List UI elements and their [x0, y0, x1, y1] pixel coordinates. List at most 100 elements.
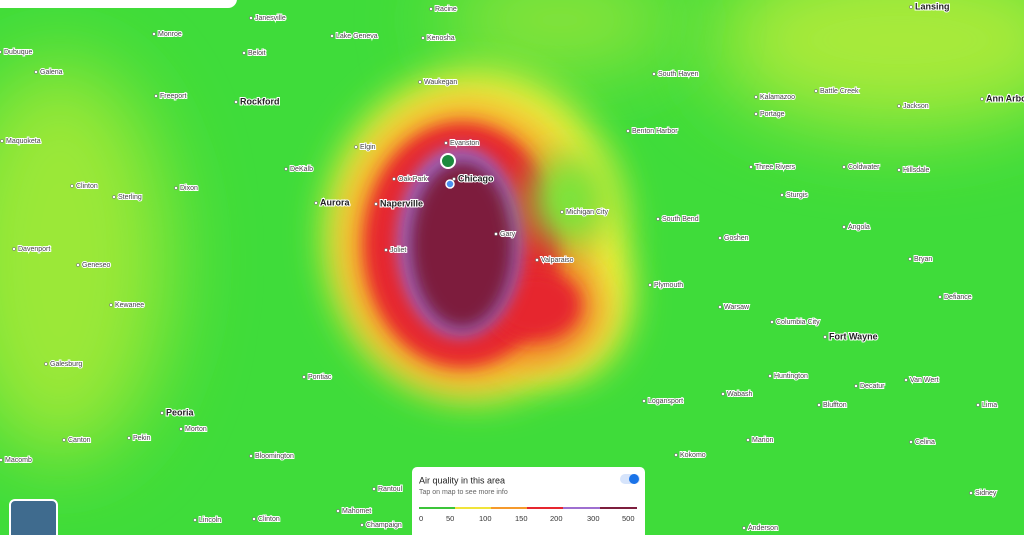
place-label: Hillsdale — [903, 167, 930, 174]
place-dot — [0, 458, 3, 462]
place-dot — [384, 248, 388, 252]
place-dot — [780, 193, 784, 197]
place-dot — [70, 184, 74, 188]
place-dot — [560, 210, 564, 214]
place-dot — [284, 167, 288, 171]
scale-segment — [600, 507, 637, 509]
place-label: Geneseo — [82, 262, 111, 269]
place-dot — [62, 438, 66, 442]
place-label: Battle Creek — [820, 88, 859, 95]
scale-segment — [527, 507, 563, 509]
place-dot — [642, 399, 646, 403]
place-dot — [842, 225, 846, 229]
place-label: Galesburg — [50, 361, 82, 368]
place-dot — [12, 247, 16, 251]
place-label: Janesville — [255, 15, 286, 22]
scale-labels: 0 50 100 150 200 300 500 — [419, 514, 635, 523]
place-label: Maquoketa — [6, 138, 41, 145]
place-label: Decatur — [860, 383, 885, 390]
place-label: Defiance — [944, 294, 972, 301]
place-label: Warsaw — [724, 304, 750, 311]
place-dot — [179, 427, 183, 431]
place-dot — [0, 139, 4, 143]
place-dot — [494, 232, 498, 236]
scale-label: 200 — [550, 514, 563, 523]
place-label: Lima — [982, 402, 997, 409]
place-dot — [242, 51, 246, 55]
place-label: Logansport — [648, 398, 683, 405]
place-dot — [152, 32, 156, 36]
scale-label: 0 — [419, 514, 423, 523]
place-dot — [656, 217, 660, 221]
place-dot — [160, 411, 164, 415]
place-dot — [354, 145, 358, 149]
place-label: Peoria — [166, 407, 195, 417]
place-dot — [814, 89, 818, 93]
place-dot — [0, 50, 2, 54]
place-dot — [897, 104, 901, 108]
place-label: Chicago — [458, 173, 494, 183]
scale-label: 300 — [587, 514, 600, 523]
place-label: Galena — [40, 69, 63, 76]
place-dot — [908, 257, 912, 261]
place-dot — [817, 403, 821, 407]
place-label: Waukegan — [424, 79, 457, 86]
place-label: Lake Geneva — [336, 33, 378, 40]
scale-segment — [563, 507, 600, 509]
place-dot — [34, 70, 38, 74]
place-label: Aurora — [320, 197, 350, 207]
scale-segment — [419, 507, 455, 509]
place-label: Bryan — [914, 256, 932, 263]
place-dot — [768, 374, 772, 378]
place-dot — [652, 72, 656, 76]
place-dot — [174, 186, 178, 190]
place-label: Angola — [848, 224, 870, 231]
place-label: Gary — [500, 231, 516, 238]
place-dot — [718, 236, 722, 240]
place-label: Michigan City — [566, 209, 609, 216]
place-dot — [674, 453, 678, 457]
place-label: Macomb — [5, 457, 32, 464]
place-dot — [770, 320, 774, 324]
place-dot — [421, 36, 425, 40]
place-label: Dixon — [180, 185, 198, 192]
place-label: Champaign — [366, 522, 402, 529]
location-dot — [445, 179, 455, 189]
legend-card[interactable]: Air quality in this area Tap on map to s… — [412, 467, 645, 540]
place-label: Clinton — [258, 516, 280, 523]
place-label: Oak Park — [398, 176, 428, 183]
place-label: Pekin — [133, 435, 151, 442]
place-label: Mahomet — [342, 508, 371, 515]
toggle-knob[interactable] — [629, 474, 639, 484]
place-dot — [749, 165, 753, 169]
legend-title: Air quality in this area — [419, 475, 505, 485]
place-label: Huntington — [774, 373, 808, 380]
place-label: Rockford — [240, 96, 280, 106]
place-dot — [444, 141, 448, 145]
pin[interactable] — [440, 153, 456, 169]
place-dot — [330, 34, 334, 38]
place-dot — [904, 378, 908, 382]
place-dot — [372, 487, 376, 491]
layer-thumbnail[interactable] — [9, 499, 58, 540]
place-dot — [336, 509, 340, 513]
place-label: Van Wert — [910, 377, 939, 384]
place-label: Racine — [435, 6, 457, 13]
place-label: Bloomington — [255, 453, 294, 460]
place-dot — [842, 165, 846, 169]
place-label: Rantoul — [378, 486, 403, 493]
place-dot — [314, 201, 318, 205]
place-label: South Bend — [662, 216, 699, 223]
search-box[interactable] — [0, 0, 237, 8]
place-dot — [854, 384, 858, 388]
scale-label: 100 — [479, 514, 492, 523]
place-dot — [109, 303, 113, 307]
place-dot — [252, 517, 256, 521]
place-dot — [980, 97, 984, 101]
place-label: Beloit — [248, 50, 266, 57]
place-label: Sidney — [975, 490, 997, 497]
place-dot — [823, 335, 827, 339]
